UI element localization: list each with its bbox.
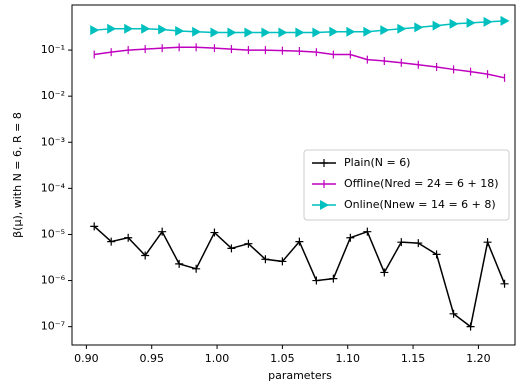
marker <box>158 24 168 35</box>
marker <box>449 18 459 29</box>
marker <box>141 23 151 34</box>
marker <box>124 233 133 242</box>
marker <box>295 237 304 246</box>
x-tick-label: 1.00 <box>205 352 230 365</box>
legend-marker <box>320 200 329 210</box>
series <box>90 222 509 331</box>
marker <box>312 27 322 38</box>
marker <box>90 25 100 36</box>
legend-label: Online(Nnew = 14 = 6 + 8) <box>344 198 496 211</box>
marker <box>466 322 475 331</box>
marker <box>175 259 184 268</box>
marker <box>210 228 219 237</box>
marker <box>466 17 476 28</box>
marker <box>329 26 339 37</box>
y-tick-label: 10⁻⁵ <box>41 227 65 240</box>
x-tick-label: 1.15 <box>401 352 426 365</box>
marker <box>449 309 458 318</box>
marker <box>278 27 288 38</box>
marker <box>227 27 237 38</box>
marker <box>261 255 270 264</box>
y-tick-label: 10⁻⁴ <box>41 181 66 194</box>
marker <box>210 27 220 38</box>
y-tick-label: 10⁻³ <box>41 135 65 148</box>
legend: Plain(N = 6) Offline(Nred = 24 = 6 + 18) O… <box>303 149 510 221</box>
x-tick-label: 1.20 <box>466 352 491 365</box>
y-tick-label: 10⁻² <box>41 89 65 102</box>
marker <box>192 26 202 37</box>
legend-marker <box>320 159 328 167</box>
marker <box>227 244 236 253</box>
marker <box>346 26 356 37</box>
marker <box>90 222 99 231</box>
marker <box>397 23 407 34</box>
x-tick-label: 1.10 <box>335 352 360 365</box>
y-axis-label: β(μ), with N = 6, R = 8 <box>11 112 24 238</box>
marker <box>312 276 321 285</box>
marker <box>124 23 134 34</box>
marker <box>500 279 509 288</box>
marker <box>278 257 287 266</box>
plot-frame <box>71 4 516 346</box>
x-axis-label: parameters <box>268 369 332 382</box>
series <box>93 43 506 82</box>
x-tick-label: 0.95 <box>139 352 164 365</box>
legend-label: Plain(N = 6) <box>344 156 410 169</box>
marker <box>414 22 424 33</box>
marker <box>380 25 390 36</box>
marker <box>414 239 423 248</box>
marker <box>397 238 406 247</box>
marker <box>432 20 442 31</box>
marker <box>107 23 117 34</box>
y-tick-label: 10⁻⁶ <box>41 274 66 287</box>
marker <box>158 227 167 236</box>
marker <box>244 239 253 248</box>
y-tick-label: 10⁻⁷ <box>41 320 65 333</box>
marker <box>329 274 338 283</box>
marker <box>261 27 271 38</box>
marker <box>500 15 510 26</box>
marker <box>380 268 389 277</box>
legend-box <box>303 149 510 221</box>
marker <box>432 250 441 259</box>
marker <box>244 27 254 38</box>
marker <box>141 251 150 260</box>
marker <box>483 238 492 247</box>
y-tick-label: 10⁻¹ <box>41 43 65 56</box>
marker <box>295 27 305 38</box>
marker <box>175 25 185 36</box>
marker <box>107 237 116 246</box>
x-tick-label: 1.05 <box>270 352 295 365</box>
marker <box>363 227 372 236</box>
series <box>90 15 510 38</box>
x-tick-label: 0.90 <box>74 352 99 365</box>
marker <box>192 264 201 273</box>
legend-label: Offline(Nred = 24 = 6 + 18) <box>344 177 499 190</box>
marker <box>363 26 373 37</box>
marker <box>483 16 493 27</box>
marker <box>346 233 355 242</box>
